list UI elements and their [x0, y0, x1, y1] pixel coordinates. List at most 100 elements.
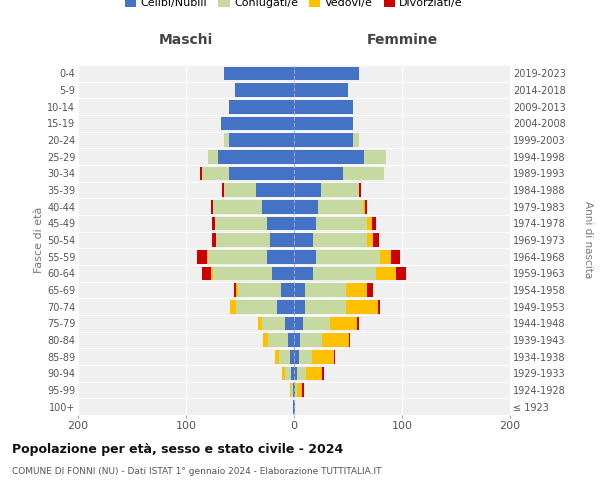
Bar [202, 266, 211, 280]
Bar [395, 266, 406, 280]
Bar [286, 366, 291, 380]
Bar [376, 266, 395, 280]
Bar [299, 350, 313, 364]
Bar [293, 400, 294, 413]
Bar [267, 216, 294, 230]
Bar [290, 350, 294, 364]
Bar [270, 233, 294, 247]
Bar [378, 300, 380, 314]
Bar [233, 283, 236, 297]
Bar [294, 383, 295, 397]
Bar [346, 283, 367, 297]
Bar [279, 350, 290, 364]
Bar [367, 233, 373, 247]
Bar [365, 200, 367, 213]
Bar [224, 66, 294, 80]
Bar [294, 83, 348, 97]
Bar [268, 333, 287, 347]
Bar [305, 283, 346, 297]
Bar [212, 233, 216, 247]
Bar [313, 350, 334, 364]
Bar [287, 333, 294, 347]
Text: Anni di nascita: Anni di nascita [583, 202, 593, 278]
Bar [294, 266, 313, 280]
Bar [346, 300, 378, 314]
Bar [294, 166, 343, 180]
Bar [356, 316, 359, 330]
Bar [313, 266, 376, 280]
Bar [322, 366, 324, 380]
Bar [263, 333, 268, 347]
Bar [302, 383, 304, 397]
Bar [211, 266, 213, 280]
Bar [208, 150, 218, 164]
Bar [293, 383, 294, 397]
Bar [363, 200, 365, 213]
Bar [229, 133, 294, 147]
Bar [212, 216, 215, 230]
Bar [373, 233, 379, 247]
Bar [281, 283, 294, 297]
Bar [238, 283, 281, 297]
Bar [297, 383, 302, 397]
Bar [294, 133, 353, 147]
Bar [236, 283, 238, 297]
Text: COMUNE DI FONNI (NU) - Dati ISTAT 1° gennaio 2024 - Elaborazione TUTTITALIA.IT: COMUNE DI FONNI (NU) - Dati ISTAT 1° gen… [12, 468, 382, 476]
Bar [206, 250, 208, 264]
Legend: Celibi/Nubili, Coniugati/e, Vedovi/e, Divorziati/e: Celibi/Nubili, Coniugati/e, Vedovi/e, Di… [121, 0, 467, 13]
Bar [349, 333, 350, 347]
Text: Maschi: Maschi [159, 34, 213, 48]
Bar [294, 183, 321, 197]
Bar [313, 233, 367, 247]
Bar [221, 116, 294, 130]
Bar [318, 200, 363, 213]
Bar [301, 333, 322, 347]
Bar [294, 350, 299, 364]
Bar [294, 116, 353, 130]
Bar [306, 366, 322, 380]
Bar [235, 83, 294, 97]
Bar [294, 150, 364, 164]
Bar [391, 250, 400, 264]
Bar [294, 400, 295, 413]
Bar [282, 366, 286, 380]
Bar [294, 300, 305, 314]
Bar [305, 300, 346, 314]
Bar [216, 233, 270, 247]
Bar [262, 200, 294, 213]
Bar [364, 150, 386, 164]
Bar [215, 216, 267, 230]
Bar [286, 316, 294, 330]
Bar [294, 366, 297, 380]
Bar [359, 183, 361, 197]
Bar [272, 266, 294, 280]
Bar [230, 300, 236, 314]
Bar [213, 266, 272, 280]
Bar [221, 183, 224, 197]
Bar [294, 216, 316, 230]
Bar [208, 250, 267, 264]
Bar [211, 200, 213, 213]
Bar [295, 383, 297, 397]
Bar [367, 216, 372, 230]
Bar [200, 166, 202, 180]
Bar [291, 366, 294, 380]
Bar [316, 250, 380, 264]
Bar [302, 316, 329, 330]
Bar [267, 250, 294, 264]
Bar [259, 316, 262, 330]
Bar [367, 283, 373, 297]
Bar [316, 216, 367, 230]
Bar [297, 366, 306, 380]
Bar [224, 183, 256, 197]
Bar [294, 333, 301, 347]
Bar [294, 250, 316, 264]
Bar [277, 300, 294, 314]
Bar [372, 216, 376, 230]
Bar [294, 100, 353, 114]
Bar [213, 200, 262, 213]
Bar [290, 383, 291, 397]
Bar [291, 383, 293, 397]
Bar [329, 316, 356, 330]
Bar [256, 183, 294, 197]
